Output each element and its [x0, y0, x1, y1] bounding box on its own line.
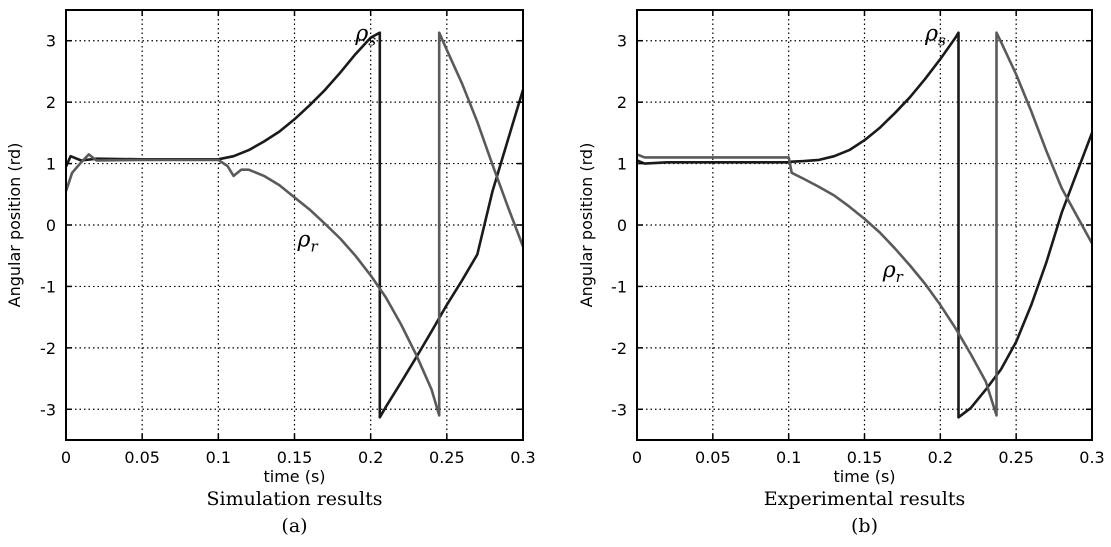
x-tick-label: 0.2 — [358, 448, 383, 467]
y-tick-label: -3 — [611, 400, 627, 419]
series-line-rho-r — [636, 31, 1094, 417]
y-tick-label: -3 — [40, 400, 56, 419]
chart-panel-a: 0 0.05 0.1 0.15 0.2 0.25 0.3 -3 -2 -1 0 1 2 3 time (s)… — [5, 9, 536, 537]
y-axis-label: Angular position (rd) — [577, 143, 596, 308]
y-tick-label: 2 — [46, 93, 56, 112]
series-line-rho-r — [64, 31, 525, 417]
y-tick-label: 3 — [617, 32, 627, 51]
label-rho-s: ρs — [924, 22, 946, 50]
y-tick-label: -1 — [611, 277, 627, 296]
panel-caption: Experimental results — [764, 488, 966, 510]
x-tick-label: 0.15 — [277, 448, 313, 467]
x-tick-label: 0 — [61, 448, 71, 467]
x-tick-label: 0.25 — [998, 448, 1034, 467]
y-tick-label: 0 — [46, 216, 56, 235]
panel-label: (b) — [851, 515, 878, 537]
chart-panel-b: 0 0.05 0.1 0.15 0.2 0.25 0.3 -3 -2 -1 0 1 2 3 time (s)… — [577, 9, 1105, 537]
panel-caption: Simulation results — [207, 488, 383, 510]
plot-area — [66, 10, 523, 440]
y-tick-label: 1 — [617, 155, 627, 174]
series-line-rho-s — [636, 31, 1094, 419]
x-tick-label: 0.3 — [1079, 448, 1104, 467]
y-tick-label: 3 — [46, 32, 56, 51]
x-axis-label: time (s) — [833, 467, 895, 486]
label-rho-s: ρs — [354, 22, 376, 50]
y-tick-label: -2 — [40, 339, 56, 358]
y-tick-label: 1 — [46, 155, 56, 174]
grid — [637, 10, 1092, 440]
x-tick-label: 0.1 — [206, 448, 231, 467]
x-tick-label: 0.05 — [695, 448, 731, 467]
y-tick-label: -1 — [40, 277, 56, 296]
y-tick-label: -2 — [611, 339, 627, 358]
x-tick-label: 0.15 — [847, 448, 883, 467]
x-tick-label: 0.1 — [776, 448, 801, 467]
x-tick-label: 0.3 — [510, 448, 535, 467]
x-tick-label: 0.05 — [124, 448, 160, 467]
y-tick-label: 0 — [617, 216, 627, 235]
label-rho-r: ρr — [882, 258, 904, 286]
x-axis-label: time (s) — [263, 467, 325, 486]
x-tick-label: 0.25 — [429, 448, 465, 467]
y-tick-label: 2 — [617, 93, 627, 112]
label-rho-r: ρr — [297, 228, 319, 256]
x-tick-label: 0 — [632, 448, 642, 467]
y-axis-label: Angular position (rd) — [5, 143, 24, 308]
x-tick-label: 0.2 — [928, 448, 953, 467]
panel-label: (a) — [281, 515, 307, 537]
